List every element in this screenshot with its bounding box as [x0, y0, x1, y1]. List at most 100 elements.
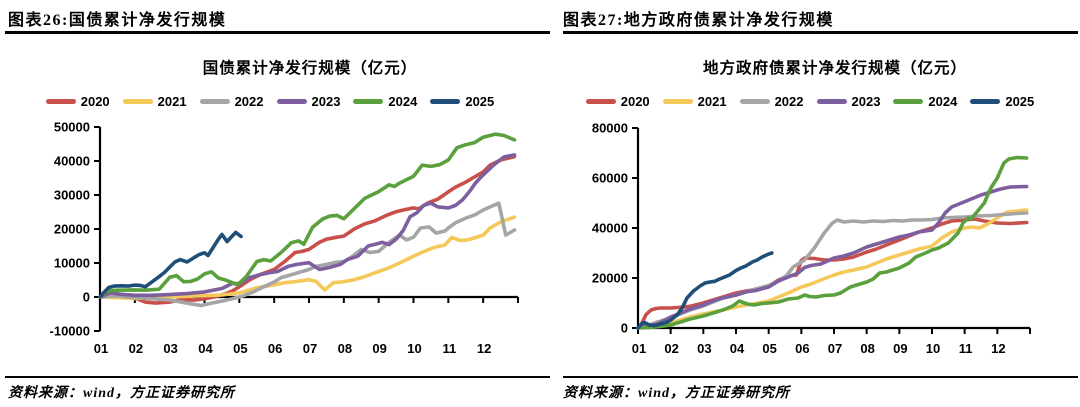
- x-tick-label: 09: [372, 341, 386, 356]
- figure-header: 图表27:地方政府债累计净发行规模: [563, 12, 834, 29]
- series-line-2023: [636, 184, 1029, 330]
- x-tick-label: 08: [860, 341, 874, 356]
- source-rule: [5, 376, 550, 378]
- x-tick-label: 02: [664, 341, 678, 356]
- legend-item-2020: 2020: [585, 94, 650, 109]
- legend-label: 2020: [620, 94, 650, 109]
- x-tick-label: 06: [795, 341, 809, 356]
- x-tick-label: 12: [477, 341, 491, 356]
- y-tick-label: 80000: [592, 121, 628, 136]
- figure-panel-treasury-bonds: 图表26:国债累计净发行规模 国债累计净发行规模（亿元） 2020 2021 202…: [0, 12, 550, 401]
- x-tick-label: 09: [893, 341, 907, 356]
- series-line-2023: [98, 153, 517, 299]
- x-tick-label: 11: [442, 341, 456, 356]
- legend-swatch-icon: [662, 99, 693, 104]
- legend-label: 2024: [928, 94, 958, 109]
- legend-swatch-icon: [970, 99, 1001, 104]
- y-tick-label: 40000: [54, 154, 90, 169]
- chart-title: 地方政府债累计净发行规模（亿元）: [702, 60, 967, 77]
- legend-swatch-icon: [122, 99, 153, 104]
- legend-item-2024: 2024: [893, 94, 957, 109]
- source-rule: [563, 376, 1078, 378]
- x-tick-label: 03: [697, 341, 711, 356]
- legend-swatch-icon: [739, 99, 770, 104]
- legend-item-2022: 2022: [739, 94, 804, 109]
- legend-label: 2025: [1005, 94, 1035, 109]
- chart-title: 国债累计净发行规模（亿元）: [202, 60, 418, 77]
- legend-label: 2025: [465, 94, 495, 109]
- legend-swatch-icon: [430, 99, 461, 104]
- x-tick-label: 05: [233, 341, 247, 356]
- y-tick-label: 0: [83, 290, 90, 305]
- y-tick-label: -10000: [50, 324, 90, 339]
- x-tick-label: 04: [198, 341, 213, 356]
- legend-item-2025: 2025: [430, 94, 494, 109]
- legend-item-2022: 2022: [199, 94, 264, 109]
- figure-header: 图表26:国债累计净发行规模: [8, 12, 227, 29]
- x-tick-label: 11: [959, 341, 973, 356]
- series-line-2025: [636, 251, 774, 330]
- series-line-2022: [636, 211, 1029, 330]
- legend-label: 2022: [774, 94, 804, 109]
- legend-swatch-icon: [45, 99, 76, 104]
- legend-item-2023: 2023: [276, 94, 341, 109]
- header-rule: [5, 31, 550, 34]
- series-line-2020: [98, 154, 517, 305]
- x-tick-label: 01: [632, 341, 646, 356]
- legend-label: 2021: [157, 94, 187, 109]
- legend-item-2021: 2021: [122, 94, 187, 109]
- legend-swatch-icon: [893, 99, 924, 104]
- legend-label: 2024: [388, 94, 418, 109]
- series-line-2020: [636, 217, 1029, 330]
- y-tick-label: 10000: [54, 256, 90, 271]
- x-tick-label: 05: [762, 341, 776, 356]
- x-tick-label: 03: [163, 341, 177, 356]
- y-tick-label: 20000: [54, 222, 90, 237]
- figure-panel-local-gov-bonds: 图表27:地方政府债累计净发行规模 地方政府债累计净发行规模（亿元） 2020 2…: [540, 0, 1080, 407]
- x-tick-label: 10: [407, 341, 421, 356]
- x-tick-label: 01: [94, 341, 108, 356]
- source-note: 资料来源：wind，方正证券研究所: [8, 386, 236, 401]
- chart-legend: 2020 2021 2022 2023 2024 2025: [540, 94, 1080, 109]
- x-tick-label: 12: [991, 341, 1005, 356]
- x-tick-label: 07: [303, 341, 317, 356]
- series-line-2025: [98, 230, 243, 299]
- y-tick-label: 60000: [592, 171, 628, 186]
- legend-swatch-icon: [816, 99, 847, 104]
- x-tick-label: 08: [338, 341, 352, 356]
- legend-swatch-icon: [199, 99, 230, 104]
- series-line-2024: [636, 155, 1029, 330]
- series-line-2024: [98, 132, 517, 299]
- legend-swatch-icon: [276, 99, 307, 104]
- y-tick-label: 50000: [54, 120, 90, 135]
- chart-canvas-local-gov: 0 20000 40000 60000 80000 01 02 03 04 05 06 07 08 09 1…: [592, 121, 1031, 356]
- legend-label: 2022: [234, 94, 264, 109]
- series-line-2022: [98, 201, 517, 308]
- x-tick-label: 02: [129, 341, 143, 356]
- series-line-2021: [98, 215, 517, 301]
- series-line-2021: [636, 208, 1029, 330]
- chart-legend: 2020 2021 2022 2023 2024 2025: [0, 94, 540, 109]
- legend-item-2023: 2023: [816, 94, 881, 109]
- y-tick-label: 30000: [54, 188, 90, 203]
- legend-swatch-icon: [585, 99, 616, 104]
- legend-swatch-icon: [353, 99, 384, 104]
- chart-canvas-treasury: -10000 0 10000 20000 30000 40000 50000 01 02 03 04…: [50, 120, 519, 356]
- source-note: 资料来源：wind，方正证券研究所: [563, 386, 791, 401]
- legend-label: 2021: [697, 94, 727, 109]
- legend-item-2021: 2021: [662, 94, 727, 109]
- x-tick-label: 10: [926, 341, 940, 356]
- header-rule: [563, 31, 1078, 34]
- x-tick-label: 06: [268, 341, 282, 356]
- legend-label: 2023: [311, 94, 341, 109]
- legend-label: 2023: [851, 94, 881, 109]
- x-tick-label: 07: [828, 341, 842, 356]
- legend-item-2025: 2025: [970, 94, 1034, 109]
- y-tick-label: 40000: [592, 221, 628, 236]
- legend-label: 2020: [80, 94, 110, 109]
- y-tick-label: 0: [621, 321, 628, 336]
- legend-item-2020: 2020: [45, 94, 110, 109]
- x-tick-label: 04: [730, 341, 745, 356]
- y-tick-label: 20000: [592, 271, 628, 286]
